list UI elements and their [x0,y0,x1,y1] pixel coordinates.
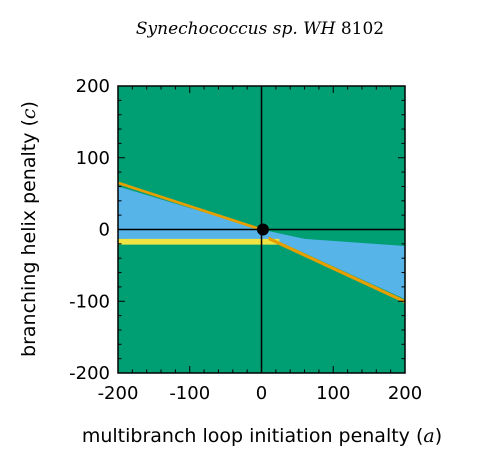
x-tick-label: 200 [388,383,422,404]
y-tick-label: -100 [69,291,110,312]
reference-lines [118,86,405,373]
y-axis-label: branching helix penalty (c) [18,101,40,357]
x-tick-label: 0 [256,383,267,404]
origin-point [256,223,269,236]
y-axis-variable: c [18,108,40,119]
chart-title: Synechococcus sp. WH 8102 [136,19,384,39]
x-tick-label: 100 [316,383,350,404]
ticks: -200 -100 0 100 200 -200 -100 0 100 200 [69,76,422,404]
x-axis-variable: a [423,425,434,447]
region-3 [268,236,405,304]
x-axis-label: multibranch loop initiation penalty (a) [82,425,442,447]
x-tick-label: -200 [98,383,139,404]
region-1 [118,238,280,245]
region-2 [118,181,262,231]
y-tick-label: 100 [76,148,110,169]
y-tick-label: 0 [99,220,110,241]
chart-title-number: 8102 [341,19,384,39]
y-tick-label: 200 [76,76,110,97]
y-tick-label: -200 [69,363,110,384]
chart-title-prefix: Synechococcus sp. WH [136,19,337,39]
region-0 [118,186,405,300]
x-tick-label: -100 [169,383,210,404]
